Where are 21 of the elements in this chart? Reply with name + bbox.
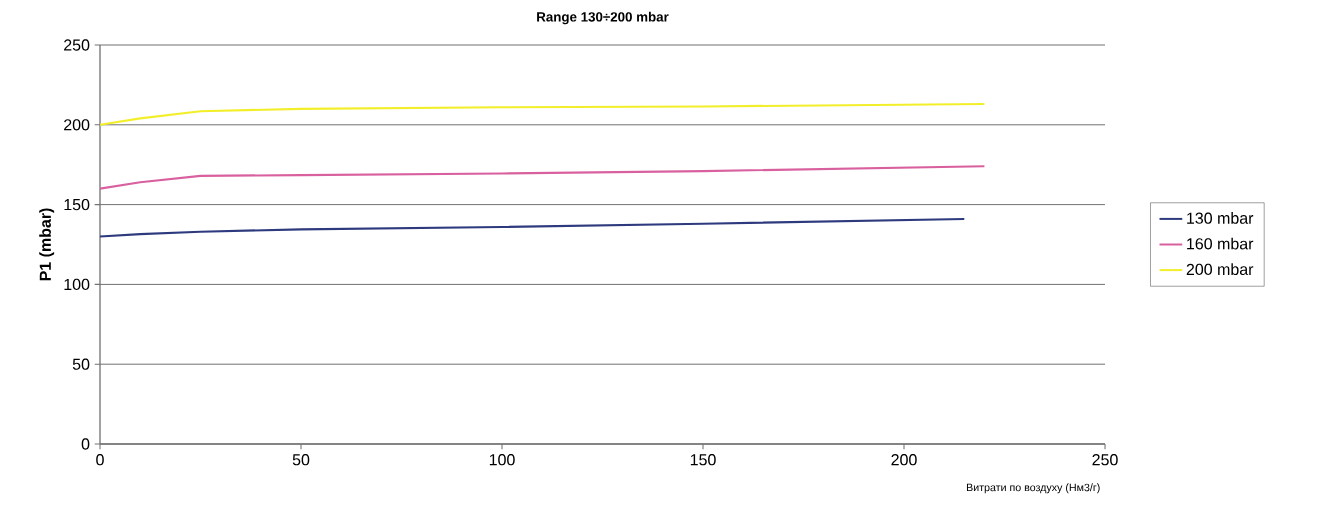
x-axis-title: Витрати по воздуху (Нм3/г) bbox=[966, 483, 1100, 494]
y-tick-label: 0 bbox=[81, 438, 90, 450]
x-tick-label: 100 bbox=[489, 454, 515, 466]
y-tick-label: 150 bbox=[64, 198, 90, 211]
line-series bbox=[100, 102, 986, 126]
chart-title: Range 130÷200 mbar bbox=[537, 11, 669, 25]
y-tick-label: 250 bbox=[64, 39, 90, 51]
y-axis-title: P1 (mbar) bbox=[39, 208, 55, 281]
x-tick-label: 0 bbox=[96, 454, 104, 466]
x-tick-label: 150 bbox=[690, 454, 716, 466]
line-series bbox=[100, 217, 966, 238]
y-tick-label: 200 bbox=[64, 119, 90, 131]
legend-label: 200 mbar bbox=[1186, 263, 1254, 276]
y-tick-label: 100 bbox=[64, 278, 90, 291]
x-tick-label: 250 bbox=[1092, 454, 1118, 466]
x-tick-label: 200 bbox=[891, 454, 917, 466]
y-tick-label: 50 bbox=[72, 358, 90, 370]
legend-label: 160 mbar bbox=[1187, 237, 1254, 250]
line-series bbox=[100, 165, 986, 190]
x-tick-label: 50 bbox=[292, 454, 310, 466]
legend-label: 130 mbar bbox=[1187, 212, 1254, 224]
